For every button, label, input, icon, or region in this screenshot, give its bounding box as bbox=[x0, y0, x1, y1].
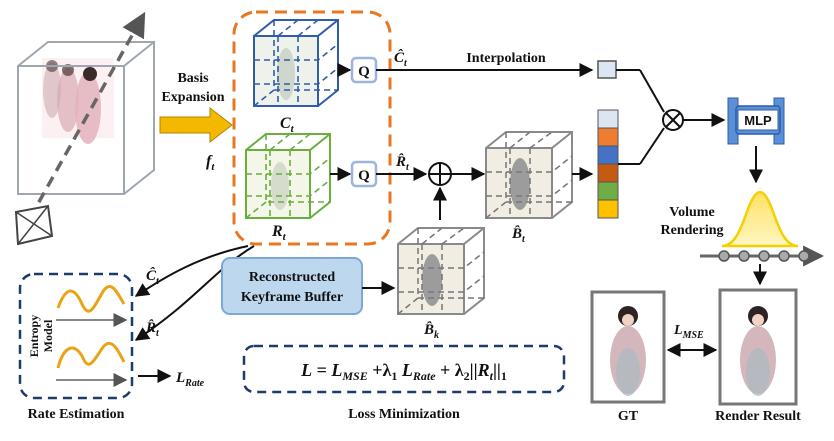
r-t-label: Rt bbox=[271, 223, 287, 243]
basis-expansion-label-1: Basis bbox=[177, 71, 209, 86]
feature-stack bbox=[597, 109, 619, 219]
entropy-model-label-1: Entropy bbox=[27, 315, 41, 357]
b-hat-t-label: B̂t bbox=[511, 224, 526, 245]
l-mse-label: LMSE bbox=[673, 323, 704, 341]
f-t-label: ft bbox=[206, 153, 215, 173]
l-rate-label: LRate bbox=[175, 370, 205, 389]
loss-minimization-label: Loss Minimization bbox=[348, 407, 460, 422]
keyframe-buffer-label-2: Keyframe Buffer bbox=[241, 290, 343, 305]
loss-formula: L = LMSE +λ1 LRate + λ2||Rt||1 bbox=[300, 360, 507, 383]
basis-expansion-arrow bbox=[159, 106, 233, 144]
rate-c-hat-label: Ĉt bbox=[146, 267, 160, 287]
c-t-cube bbox=[253, 19, 339, 107]
r-hat-label: R̂t bbox=[395, 153, 410, 173]
gt-label: GT bbox=[618, 409, 639, 424]
keyframe-buffer-box bbox=[221, 257, 363, 315]
keyframe-buffer-label-1: Reconstructed bbox=[249, 270, 336, 285]
interpolated-color-feature bbox=[597, 60, 617, 79]
multiply-operator-icon bbox=[662, 109, 684, 131]
rate-estimation-label: Rate Estimation bbox=[28, 407, 125, 422]
scene-cube bbox=[14, 11, 155, 246]
add-operator-icon bbox=[428, 162, 452, 186]
volume-rendering-label-1: Volume bbox=[669, 205, 714, 220]
entropy-curve-c bbox=[56, 285, 126, 313]
mlp-block: MLP bbox=[727, 97, 785, 145]
volume-rendering-label-2: Rendering bbox=[661, 223, 724, 238]
basis-expansion: Basis Expansion ft bbox=[159, 71, 233, 173]
b-hat-k-label: B̂k bbox=[423, 320, 439, 341]
camera-ray-arrow bbox=[28, 11, 146, 219]
interpolation-label: Interpolation bbox=[466, 51, 546, 66]
quantize-c-label: Q bbox=[358, 64, 370, 80]
entropy-model-label-2: Model bbox=[41, 319, 55, 352]
camera-frustum-icon bbox=[14, 204, 54, 246]
entropy-curve-r bbox=[56, 341, 126, 369]
rate-estimation-group bbox=[18, 272, 134, 400]
quantize-r-label: Q bbox=[358, 168, 370, 184]
c-t-label: Ct bbox=[280, 115, 295, 135]
b-hat-t-cube bbox=[485, 131, 573, 219]
gt-image bbox=[590, 290, 666, 404]
mlp-label: MLP bbox=[744, 113, 772, 128]
render-result-label: Render Result bbox=[715, 409, 801, 424]
rate-r-hat-label: R̂t bbox=[145, 319, 160, 339]
ray-sample-points bbox=[718, 250, 810, 262]
density-curve bbox=[721, 190, 799, 248]
loss-formula-box bbox=[242, 344, 566, 394]
basis-expansion-label-2: Expansion bbox=[161, 90, 224, 105]
render-result-image bbox=[718, 288, 798, 406]
b-hat-k-cube bbox=[397, 227, 485, 315]
r-t-cube bbox=[245, 133, 331, 219]
basis-grids-group bbox=[232, 10, 392, 246]
c-hat-label: Ĉt bbox=[394, 49, 408, 69]
